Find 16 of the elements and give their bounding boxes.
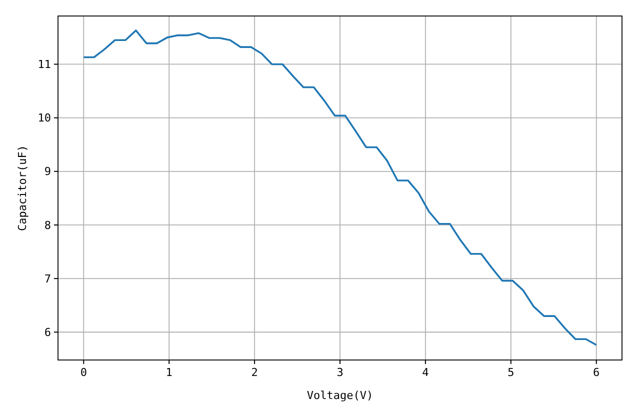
y-tick-label: 10 bbox=[38, 112, 51, 125]
x-tick-label: 2 bbox=[251, 366, 258, 379]
y-axis-title: Capacitor(uF) bbox=[16, 144, 29, 232]
x-tick-label: 5 bbox=[508, 366, 514, 379]
y-tick-label: 7 bbox=[44, 272, 51, 286]
x-tick-label: 3 bbox=[336, 366, 344, 379]
x-axis-title: Voltage(V) bbox=[306, 389, 374, 402]
x-tick-label: 6 bbox=[593, 366, 600, 379]
x-tick-label: 1 bbox=[166, 366, 172, 379]
y-tick-label: 8 bbox=[44, 218, 51, 232]
line-series bbox=[82, 30, 598, 346]
x-tick-label: 0 bbox=[80, 366, 87, 379]
x-tick-label: 4 bbox=[422, 366, 430, 379]
y-tick-label: 9 bbox=[44, 165, 51, 178]
y-tick-label: 11 bbox=[38, 58, 51, 72]
y-tick-label: 6 bbox=[44, 326, 51, 339]
